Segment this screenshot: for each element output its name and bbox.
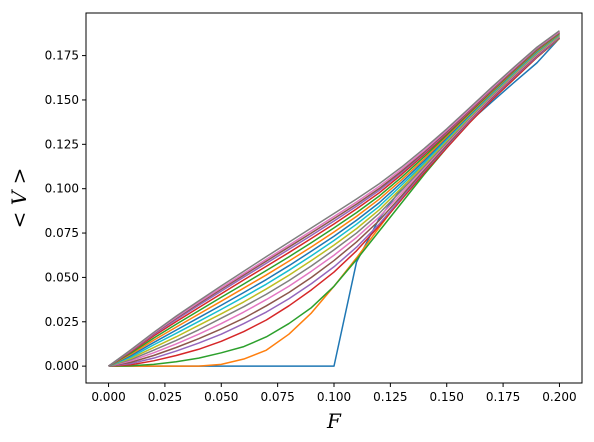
x-axis-label: F xyxy=(326,409,342,433)
y-axis-label: < V > xyxy=(7,168,31,229)
series-group xyxy=(108,30,561,367)
y-tick-label: 0.075 xyxy=(45,226,79,240)
x-tick-label: 0.125 xyxy=(373,390,407,404)
x-tick-label: 0.200 xyxy=(542,390,576,404)
y-axis: 0.000 0.025 0.050 0.075 0.100 0.125 0.150 0.175 xyxy=(45,49,86,373)
x-tick-label: 0.075 xyxy=(260,390,294,404)
series-line-17 xyxy=(108,31,560,367)
y-tick-label: 0.175 xyxy=(45,49,79,63)
y-tick-label: 0.025 xyxy=(45,315,79,329)
series-line-4 xyxy=(108,37,560,367)
x-axis: 0.000 0.025 0.050 0.075 0.100 0.125 0.150 0.175… xyxy=(91,383,577,404)
series-line-18 xyxy=(108,30,560,367)
x-tick-label: 0.100 xyxy=(317,390,351,404)
y-tick-label: 0.150 xyxy=(45,93,79,107)
y-tick-label: 0.125 xyxy=(45,137,79,151)
x-tick-label: 0.150 xyxy=(430,390,464,404)
x-tick-label: 0.025 xyxy=(148,390,182,404)
x-tick-label: 0.050 xyxy=(204,390,238,404)
y-tick-label: 0.100 xyxy=(45,182,79,196)
y-tick-label: 0.000 xyxy=(45,359,79,373)
x-tick-label: 0.175 xyxy=(486,390,520,404)
x-tick-label: 0.000 xyxy=(91,390,125,404)
y-tick-label: 0.050 xyxy=(45,270,79,284)
